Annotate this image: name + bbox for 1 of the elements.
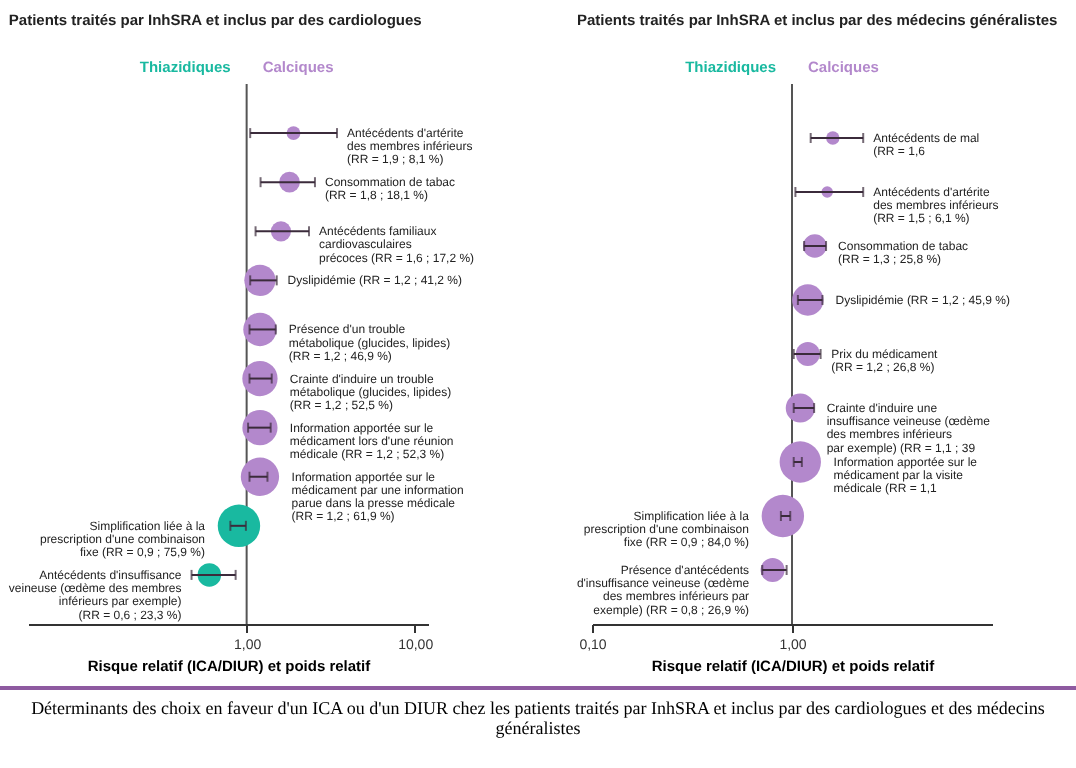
text: Déterminants des choix en faveur d'un ICA ou d'un DIUR chez les patients traités par InhSRA et inclus par des cardiologues et des médecins généralistes (29, 698, 1047, 738)
